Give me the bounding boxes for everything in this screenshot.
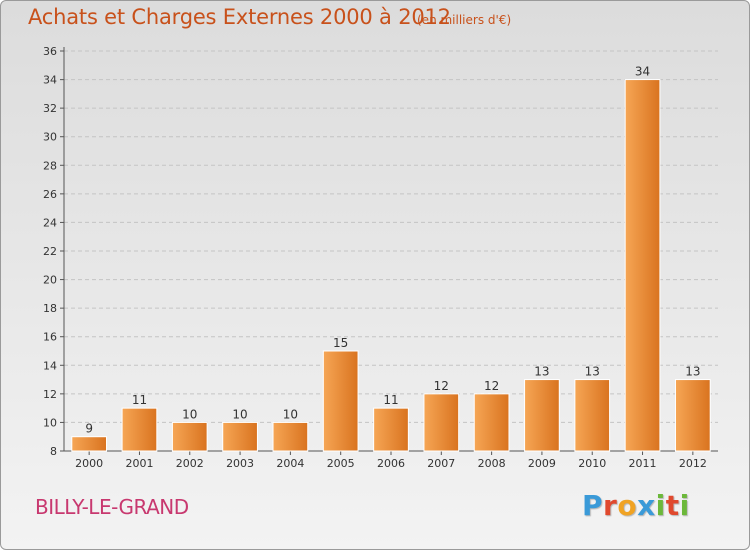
y-tick-label: 14 — [43, 359, 57, 372]
y-tick-label: 30 — [43, 131, 57, 144]
value-label-2003: 10 — [232, 407, 247, 421]
y-tick-label: 36 — [43, 45, 57, 58]
x-tick-label-2005: 2005 — [327, 457, 355, 470]
x-tick-label-2012: 2012 — [679, 457, 707, 470]
bars — [71, 79, 711, 452]
x-tick-label-2002: 2002 — [176, 457, 204, 470]
bar-2011[interactable] — [624, 79, 661, 452]
x-tick-label-2010: 2010 — [578, 457, 606, 470]
bar-2008[interactable] — [473, 393, 510, 452]
x-tick-label-2000: 2000 — [75, 457, 103, 470]
y-tick-label: 18 — [43, 302, 57, 315]
logo-letter: x — [637, 489, 656, 522]
y-tick-label: 12 — [43, 388, 57, 401]
proxiti-logo[interactable]: Proxiti — [582, 489, 690, 522]
logo-letter: r — [603, 489, 618, 522]
logo-letter: i — [679, 489, 690, 522]
bar-2009[interactable] — [524, 379, 560, 452]
y-tick-label: 24 — [43, 216, 57, 229]
value-label-2000: 9 — [85, 422, 93, 436]
grid-lines — [64, 50, 718, 423]
y-tick-label: 16 — [43, 331, 57, 344]
x-tick-label-2006: 2006 — [377, 457, 405, 470]
bar-2005[interactable] — [322, 350, 359, 452]
y-tick-label: 20 — [43, 274, 57, 287]
bar-2006[interactable] — [373, 407, 409, 452]
value-label-2007: 12 — [434, 379, 449, 393]
location-name: BILLY-LE-GRAND — [35, 495, 189, 519]
x-tick-label-2007: 2007 — [427, 457, 455, 470]
x-tick-label-2003: 2003 — [226, 457, 254, 470]
bar-2007[interactable] — [423, 393, 460, 452]
logo-letter: t — [665, 489, 680, 522]
value-label-2001: 11 — [132, 393, 147, 407]
y-tick-label: 10 — [43, 416, 57, 429]
logo-letter: o — [617, 489, 638, 522]
x-tick-label-2004: 2004 — [276, 457, 304, 470]
y-tick-label: 32 — [43, 102, 57, 115]
bar-2010[interactable] — [574, 379, 611, 452]
value-label-2004: 10 — [283, 407, 298, 421]
value-label-2005: 15 — [333, 336, 348, 350]
labels: 8 10 12 14 16 18 20 22 24 26 28 30 32 34 36 9 2000 11 2001… — [43, 45, 707, 470]
bar-2012[interactable] — [674, 379, 711, 452]
x-tick-label-2009: 2009 — [528, 457, 556, 470]
value-label-2008: 12 — [484, 379, 499, 393]
value-label-2002: 10 — [182, 407, 197, 421]
value-label-2011: 34 — [635, 65, 650, 79]
bar-2001[interactable] — [121, 407, 158, 452]
logo-letter: P — [582, 489, 604, 522]
y-tick-label: 28 — [43, 159, 57, 172]
chart-subtitle: (en milliers d'€) — [417, 13, 512, 27]
y-tick-label: 8 — [50, 445, 57, 458]
x-tick-label-2008: 2008 — [478, 457, 506, 470]
value-label-2012: 13 — [685, 365, 700, 379]
y-tick-label: 26 — [43, 188, 57, 201]
value-label-2010: 13 — [585, 365, 600, 379]
bar-2002[interactable] — [171, 421, 208, 452]
value-label-2009: 13 — [534, 365, 549, 379]
y-tick-label: 34 — [43, 74, 57, 87]
y-tick-label: 22 — [43, 245, 57, 258]
bar-2000[interactable] — [71, 436, 108, 452]
bar-2003[interactable] — [222, 421, 258, 452]
value-label-2006: 11 — [383, 393, 398, 407]
x-tick-label-2001: 2001 — [125, 457, 153, 470]
x-tick-label-2011: 2011 — [629, 457, 657, 470]
bar-2004[interactable] — [272, 421, 309, 452]
logo-letter: i — [655, 489, 666, 522]
chart-title: Achats et Charges Externes 2000 à 2012 — [28, 5, 451, 29]
